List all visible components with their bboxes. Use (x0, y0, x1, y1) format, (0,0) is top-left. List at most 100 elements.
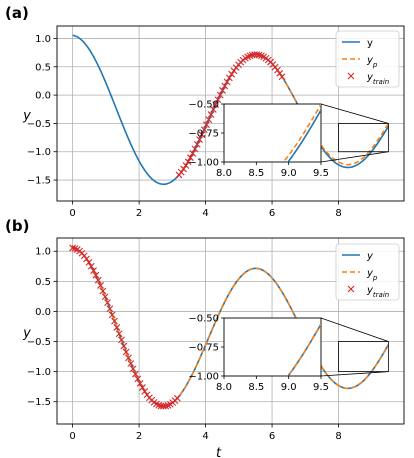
series-yp-line (72, 247, 390, 407)
train-point (104, 299, 111, 307)
y-tick-label: 0.0 (35, 91, 51, 102)
legend-label-yp: yp (366, 268, 378, 282)
x-tick-label: 6 (269, 431, 275, 442)
y-tick-label: 0.5 (35, 62, 51, 73)
train-point (101, 293, 109, 301)
inset-y-tick-label: −0.75 (188, 343, 219, 354)
x-tick-label: 0 (69, 431, 75, 442)
legend-train-swatch (347, 72, 355, 80)
inset-y-tick-label: −1.00 (188, 158, 219, 169)
train-point (108, 311, 116, 319)
train-point (184, 158, 192, 166)
inset-series-yp-line (282, 104, 321, 162)
train-point (219, 87, 226, 94)
panel-label: (a) (5, 4, 29, 22)
train-point (274, 66, 281, 74)
y-tick-label: −1.5 (27, 397, 51, 408)
zoom-connector (320, 371, 389, 377)
train-point (122, 348, 130, 356)
train-point (139, 384, 146, 391)
train-point (97, 282, 104, 289)
inset-x-tick-label: 9.5 (313, 168, 329, 179)
inset-x-tick-label: 8.0 (216, 382, 232, 393)
train-point (189, 150, 197, 157)
train-point (94, 276, 102, 284)
y-tick-label: 1.0 (35, 247, 51, 258)
train-point (90, 267, 97, 274)
y-tick-label: −0.5 (27, 337, 51, 348)
zoom-connector (320, 103, 389, 124)
train-point (212, 101, 220, 108)
train-point (225, 74, 233, 82)
train-point (111, 317, 118, 325)
train-point (134, 375, 142, 383)
train-point (230, 67, 238, 75)
inset-axes: 8.0 8.5 9.0 9.5 −0.50 −0.75 −1.00 (188, 314, 329, 394)
train-point (205, 116, 213, 124)
train-point (113, 324, 121, 331)
legend-label-y: y (367, 38, 373, 49)
train-point (223, 78, 231, 86)
train-point (132, 370, 139, 378)
train-point (276, 69, 284, 77)
train-point (180, 165, 187, 173)
inset-axes: 8.0 8.5 9.0 9.5 −0.50 −0.75 −1.00 (188, 100, 329, 180)
train-point (200, 126, 208, 134)
train-point (173, 394, 181, 402)
train-point (106, 305, 114, 313)
x-tick-label: 2 (136, 431, 142, 442)
train-point (221, 82, 229, 90)
train-point (136, 380, 144, 387)
inset-y-tick-label: −0.50 (188, 314, 219, 325)
train-point (228, 70, 236, 78)
legend-label-y: y (366, 251, 374, 262)
train-point (129, 365, 137, 373)
inset-x-tick-label: 9.5 (313, 382, 329, 393)
train-point (177, 168, 185, 176)
legend-box (335, 243, 400, 301)
train-point (193, 140, 201, 148)
inset-y-tick-label: −1.00 (188, 372, 219, 383)
train-point (255, 51, 263, 59)
inset-series-y-line (286, 109, 321, 162)
inset-frame (223, 103, 322, 163)
train-point (115, 330, 123, 338)
train-point (209, 106, 217, 113)
x-tick-label: 6 (269, 208, 275, 219)
train-point (141, 387, 149, 395)
train-point (125, 354, 132, 362)
y-tick-label: −1.5 (27, 176, 51, 187)
inset-x-tick-label: 9.0 (281, 382, 297, 393)
y-tick-label: −1.0 (27, 367, 51, 378)
x-tick-label: 2 (136, 208, 142, 219)
inset-x-tick-label: 8.5 (248, 168, 264, 179)
inset-y-tick-label: −0.75 (188, 129, 219, 140)
x-tick-label: 8 (335, 431, 341, 442)
y-axis-label: y (22, 326, 31, 341)
panel-b: (b) 0 2 4 6 8 1.0 0.5 0.0 −0.5 −1.0 −1.5 y t 8.0 8.5 9.0… (5, 217, 405, 458)
panel-label: (b) (5, 217, 29, 235)
train-point (120, 342, 128, 350)
x-axis-label: t (216, 446, 222, 458)
inset-x-tick-label: 8.0 (216, 168, 232, 179)
zoom-region-box (338, 123, 389, 153)
train-point (162, 402, 170, 410)
train-point (92, 271, 100, 279)
zoom-connector (320, 151, 389, 163)
y-tick-label: −1.0 (27, 147, 51, 158)
train-point (127, 360, 135, 367)
train-point (83, 255, 90, 263)
train-point (69, 244, 77, 252)
inset-y-tick-label: −0.50 (188, 100, 219, 111)
y-tick-label: 0.5 (35, 277, 51, 288)
train-point (207, 111, 215, 118)
x-tick-label: 0 (69, 208, 75, 219)
x-tick-label: 4 (202, 431, 208, 442)
x-tick-label: 4 (202, 208, 208, 219)
legend-train-swatch (347, 285, 355, 293)
inset-x-tick-label: 9.0 (281, 168, 297, 179)
y-tick-label: 0.0 (35, 307, 51, 318)
